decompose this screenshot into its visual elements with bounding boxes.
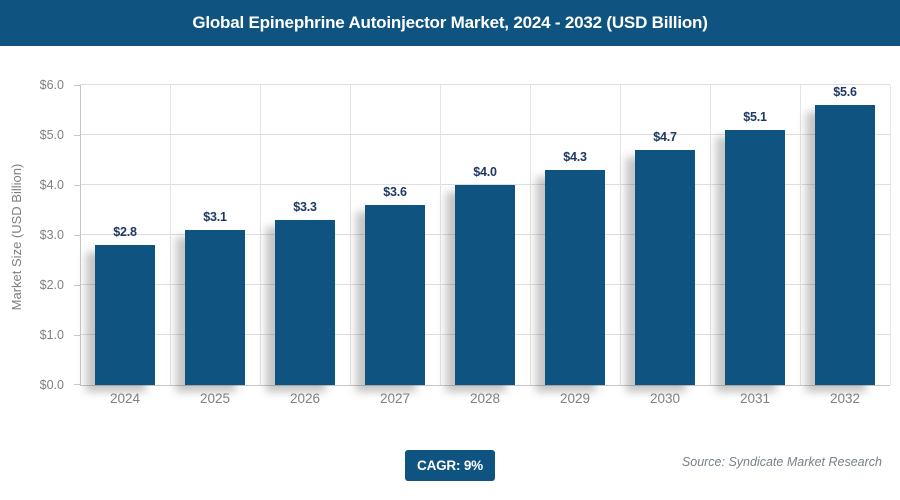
gridline-v — [350, 85, 351, 385]
plot-area: $0.0 $1.0 $2.0 $3.0 $4.0 $5.0 $6.0 $2.8 2024 $3.1… — [40, 78, 891, 406]
x-tick-label: 2028 — [469, 391, 501, 406]
x-tick-label: 2025 — [199, 391, 231, 406]
bar-2032 — [815, 105, 875, 385]
gridline-v — [530, 85, 531, 385]
gridline-h — [80, 184, 890, 185]
x-tick-label: 2027 — [379, 391, 411, 406]
cagr-badge: CAGR: 9% — [405, 450, 495, 481]
gridline-v — [890, 85, 891, 385]
chart-title: Global Epinephrine Autoinjector Market, … — [192, 13, 708, 32]
gridline-h — [80, 134, 890, 135]
x-axis-line — [80, 385, 890, 386]
gridline-v — [260, 85, 261, 385]
chart-title-bar: Global Epinephrine Autoinjector Market, … — [0, 0, 900, 46]
y-tick-label: $6.0 — [39, 78, 64, 92]
bar-2031 — [725, 130, 785, 385]
bar-2027 — [365, 205, 425, 385]
y-tick-mark — [74, 335, 80, 336]
y-tick-mark — [74, 185, 80, 186]
bar-2026 — [275, 220, 335, 385]
bar-value-label: $5.1 — [743, 110, 767, 124]
y-tick-label: $4.0 — [39, 178, 64, 192]
bar-value-label: $5.6 — [833, 85, 857, 99]
y-tick-mark — [74, 135, 80, 136]
bar-value-label: $2.8 — [113, 225, 137, 239]
y-tick-label: $2.0 — [39, 278, 64, 292]
y-tick-label: $1.0 — [39, 328, 64, 342]
y-tick-mark — [74, 285, 80, 286]
y-tick-mark — [74, 384, 80, 385]
x-tick-label: 2024 — [109, 391, 141, 406]
y-tick-label: $0.0 — [39, 378, 64, 392]
bar-value-label: $3.1 — [203, 210, 227, 224]
y-tick-mark — [74, 235, 80, 236]
gridline-h — [80, 84, 890, 85]
gridline-v — [800, 85, 801, 385]
bar-2030 — [635, 150, 695, 385]
x-tick-label: 2026 — [289, 391, 321, 406]
x-tick-label: 2031 — [739, 391, 771, 406]
bar-value-label: $4.0 — [473, 165, 497, 179]
bar-value-label: $4.7 — [653, 130, 677, 144]
x-tick-label: 2029 — [559, 391, 591, 406]
y-tick-mark — [74, 85, 80, 86]
gridline-v — [170, 85, 171, 385]
gridline-v — [620, 85, 621, 385]
source-note: Source: Syndicate Market Research — [681, 455, 882, 469]
bar-value-label: $4.3 — [563, 150, 587, 164]
bar-value-label: $3.6 — [383, 185, 407, 199]
x-tick-label: 2032 — [829, 391, 861, 406]
bar-2029 — [545, 170, 605, 385]
y-axis-line — [80, 85, 81, 385]
y-tick-label: $5.0 — [39, 128, 64, 142]
bar-2024 — [95, 245, 155, 385]
bar-2028 — [455, 185, 515, 385]
x-tick-label: 2030 — [649, 391, 681, 406]
gridline-v — [440, 85, 441, 385]
gridline-v — [710, 85, 711, 385]
bar-value-label: $3.3 — [293, 200, 317, 214]
bar-2025 — [185, 230, 245, 385]
y-tick-label: $3.0 — [39, 228, 64, 242]
